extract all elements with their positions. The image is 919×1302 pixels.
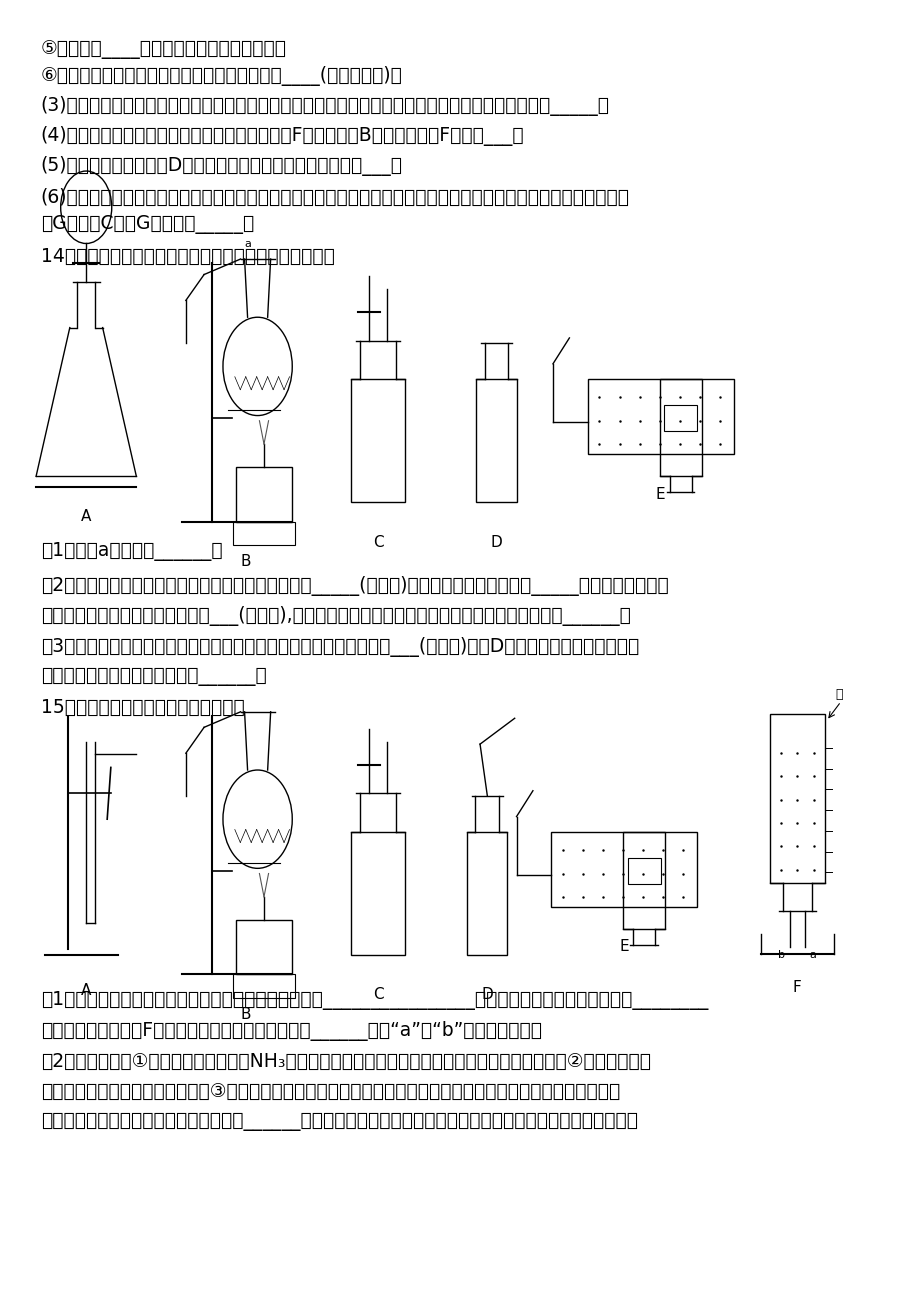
Text: ⑤当观察到____现象时，说明氧气已收集满。: ⑤当观察到____现象时，说明氧气已收集满。 <box>40 40 287 60</box>
Bar <box>550 832 697 907</box>
Text: F: F <box>792 979 800 995</box>
Text: C: C <box>372 987 383 1003</box>
Bar <box>235 921 292 974</box>
Bar <box>769 715 823 883</box>
Text: （3）实验室用石灰石和稀盐酸反应制取二氧化碳，选用的发生装置是___(填序号)。用D装置收集二氧化碳气体时，: （3）实验室用石灰石和稀盐酸反应制取二氧化碳，选用的发生装置是___(填序号)。… <box>40 637 638 656</box>
Bar <box>350 379 405 503</box>
Text: B: B <box>240 553 251 569</box>
Text: 氢氧化馒固体混合物可制得氨气。③氨气在加热的条件下能与氧化铜反应生成铜、水和空气中含量最多的气体。根据: 氢氧化馒固体混合物可制得氨气。③氨气在加热的条件下能与氧化铜反应生成铜、水和空气… <box>40 1082 619 1100</box>
Text: 14．如图是实验室制取气体的装置图，请回答下列问题：: 14．如图是实验室制取气体的装置图，请回答下列问题： <box>40 247 335 267</box>
Bar <box>233 974 295 997</box>
Text: B: B <box>240 1006 251 1022</box>
Text: （2）查阅资料：①相同条件下，氨气（NH₃）的密度比空气小，且极易溢于水，其水溶液称为氨水。②加热氯化鐲和: （2）查阅资料：①相同条件下，氨气（NH₃）的密度比空气小，且极易溢于水，其水溶… <box>40 1052 650 1072</box>
Text: E: E <box>655 487 664 501</box>
Bar <box>659 379 701 477</box>
Text: （填序号），若用图F所示装置收集该气体，气体应从______（填“a”或“b”）端管口通入。: （填序号），若用图F所示装置收集该气体，气体应从______（填“a”或“b”）… <box>40 1021 541 1042</box>
Text: D: D <box>490 535 502 549</box>
Text: E: E <box>618 940 629 954</box>
Bar <box>587 379 732 454</box>
Bar <box>622 832 664 930</box>
Bar <box>627 858 660 884</box>
Text: A: A <box>81 983 91 999</box>
Text: (4)用过氧化氢和二氧化锄制取氧气时，往往选用F装置来代替B装置，原因是F装置能___。: (4)用过氧化氢和二氧化锄制取氧气时，往往选用F装置来代替B装置，原因是F装置能… <box>40 126 524 146</box>
Bar <box>235 467 292 522</box>
Text: A: A <box>81 509 91 523</box>
Text: ⑥此时如果发现收集到的氧气不纯，可能原因是____(答一点即可)。: ⑥此时如果发现收集到的氧气不纯，可能原因是____(答一点即可)。 <box>40 66 403 86</box>
Text: 15．根据下图所示，按要求回答问题。: 15．根据下图所示，按要求回答问题。 <box>40 698 244 716</box>
Text: （1）仪器a的名称是______。: （1）仪器a的名称是______。 <box>40 543 222 561</box>
Text: 净的氧气，最好选用的收集装置是___(填序号),若改用高锔酸鑶制取氧气，发生装置应作出的改进是：______。: 净的氧气，最好选用的收集装置是___(填序号),若改用高锔酸鑶制取氧气，发生装置… <box>40 605 630 626</box>
Text: (6)已知氨气是一种密度比空气小、极易溢于水、有强烈刺激性气味的气体，其水溶液为氨水，收集氨气的装置最好选: (6)已知氨气是一种密度比空气小、极易溢于水、有强烈刺激性气味的气体，其水溶液为… <box>40 187 629 207</box>
Text: （2）实验室用氯酸鑶来制取氧气，选择的发生装置为_____(填序号)，其反应的化学方程式为_____，为了收集较为纯: （2）实验室用氯酸鑶来制取氧气，选择的发生装置为_____(填序号)，其反应的化… <box>40 575 668 596</box>
Bar <box>476 379 516 503</box>
Bar <box>664 405 697 431</box>
Text: D: D <box>481 987 493 1003</box>
Bar <box>467 832 507 954</box>
Text: C: C <box>372 535 383 549</box>
Text: a: a <box>244 238 251 249</box>
Text: 导管伸至接近集气瓶底部原因是______。: 导管伸至接近集气瓶底部原因是______。 <box>40 667 267 686</box>
Text: 择G而不选C，选G的优点是_____。: 择G而不选C，选G的优点是_____。 <box>40 215 254 234</box>
Text: b: b <box>777 950 785 960</box>
Text: a: a <box>809 950 815 960</box>
Bar <box>350 832 405 954</box>
Text: 所查资料，制取氨气应选择的发生装置是______（填序号），若将收集氨气的集气瓶倒扣在滴有无色酚酸的水中，可: 所查资料，制取氨气应选择的发生装置是______（填序号），若将收集氨气的集气瓶… <box>40 1112 637 1130</box>
Text: （1）实验室用高锔酸鑶制取氧气，反应的化学方程式为________________，能得到干燥气体的收集装置是________: （1）实验室用高锔酸鑶制取氧气，反应的化学方程式为_______________… <box>40 991 708 1010</box>
Text: (3)做硒粉在氧气中燃烧实验所需要的氧气，最好用排水法而不用向上排空气法收集，这样做的优点是_____。: (3)做硒粉在氧气中燃烧实验所需要的氧气，最好用排水法而不用向上排空气法收集，这… <box>40 96 609 116</box>
Bar <box>233 522 295 546</box>
Text: 水: 水 <box>834 689 842 702</box>
Text: (5)收集某气体只能采用D装置，由此推测该气体具有的性质是___。: (5)收集某气体只能采用D装置，由此推测该气体具有的性质是___。 <box>40 155 403 176</box>
